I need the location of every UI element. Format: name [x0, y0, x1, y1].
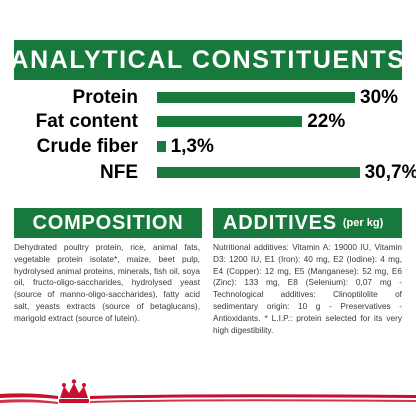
- analytics-row-bar: [157, 141, 166, 152]
- additives-text: Nutritional additives: Vitamin A: 19000 …: [213, 242, 402, 335]
- additives-banner: ADDITIVES (per kg): [213, 208, 402, 238]
- analytics-row-bar: [157, 167, 360, 178]
- analytics-row-label: Protein: [72, 87, 138, 108]
- footer-brand-strip: [0, 376, 416, 416]
- analytics-row-label: Crude fiber: [36, 136, 138, 157]
- analytical-constituents-banner: ANALYTICAL CONSTITUENTS: [10, 40, 404, 80]
- analytics-row-label: NFE: [100, 162, 138, 183]
- royal-canin-crown-icon: [59, 379, 89, 403]
- analytics-row-nfe: NFE 30,7%: [0, 160, 416, 186]
- analytics-row-bar: [157, 116, 303, 127]
- analytics-row-value: 1,3%: [170, 136, 214, 157]
- analytics-row-bar: [157, 92, 355, 103]
- analytics-row-value: 30,7%: [364, 162, 416, 183]
- analytics-row-value: 22%: [307, 111, 346, 132]
- analytical-constituents-title: ANALYTICAL CONSTITUENTS: [10, 45, 406, 74]
- additives-title: ADDITIVES: [223, 211, 337, 234]
- analytics-row-protein: Protein 30%: [0, 85, 416, 111]
- analytics-row-fat: Fat content 22%: [0, 109, 416, 135]
- footer-graphic: [0, 379, 416, 404]
- analytics-row-label: Fat content: [35, 111, 138, 132]
- composition-banner: COMPOSITION: [14, 208, 202, 238]
- composition-text: Dehydrated poultry protein, rice, animal…: [14, 242, 200, 323]
- additives-subtitle: (per kg): [342, 217, 384, 229]
- analytics-row-fiber: Crude fiber 1,3%: [0, 134, 416, 160]
- composition-title: COMPOSITION: [32, 211, 184, 234]
- analytics-row-value: 30%: [360, 87, 399, 108]
